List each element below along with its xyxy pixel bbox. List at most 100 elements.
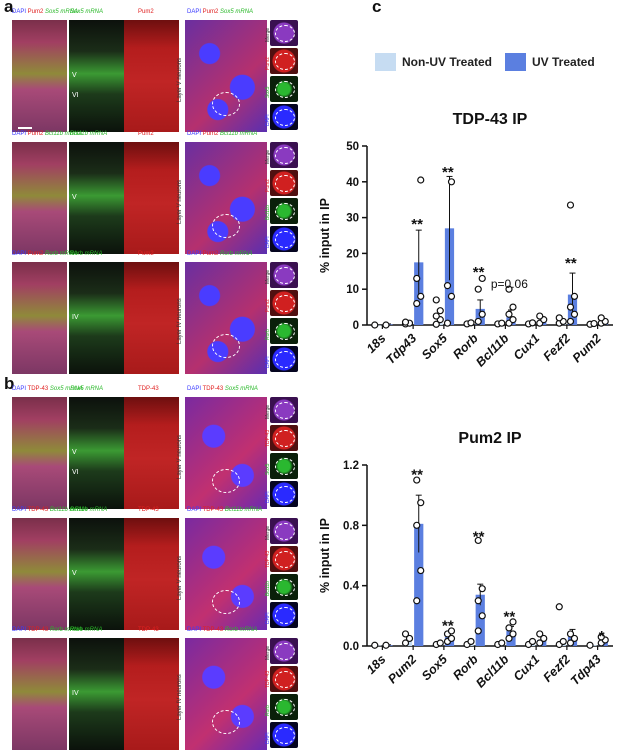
channel-label: Pum2 [265,298,271,312]
data-point-uv [509,316,517,324]
channel-label: DAPI [265,114,271,126]
data-point-uv [474,627,482,635]
micro-header-zoom: DAPI TDP-43 Bcl11b mRNA [187,507,262,513]
micro-header-protein: TDP-43 [138,507,159,513]
stain-label: DAPI [12,507,28,513]
channel-label: TDP-43 [265,429,271,447]
channel-label: Rorb [265,329,271,340]
significance-annotation: p=0.06 [491,277,528,291]
significance-annotation: ** [442,164,454,181]
x-tick-label: Cux1 [511,652,543,684]
stain-label: Bcl11b mRNA [224,507,263,513]
panel-letter-b: b [4,374,15,393]
tile-circle [275,147,295,164]
significance-annotation: ** [473,528,485,545]
data-point-uv [447,292,456,300]
data-point-uv [570,292,579,300]
tile-circle [275,486,295,503]
stain-label: Rorb mRNA [45,251,78,257]
channel-label: Rorb [265,705,271,716]
data-point-uv [597,314,605,322]
channel-label: Merge [265,525,271,540]
micro-header-mrna: Bcl11b mRNA [70,507,108,513]
micro-header-zoom: DAPI TDP-43 Sox5 mRNA [187,386,258,392]
stain-label: TDP-43 [202,627,225,633]
data-point-uv [597,633,605,641]
mrna-image [69,518,124,630]
channel-label: DAPI [265,612,271,624]
data-point-nonuv [528,319,537,327]
stain-label: Bcl11b mRNA [45,131,83,137]
data-point-uv [474,536,482,545]
merge-image [12,262,67,374]
mrna-image [69,20,124,132]
chart-title: TDP-43 IP [453,111,528,128]
x-tick-label: Bcl11b [473,652,511,690]
data-point-uv [447,634,456,643]
channel-label: DAPI [265,356,271,368]
merge-image [12,20,67,132]
x-tick-label: Pum2 [385,652,419,686]
y-tick-label: 10 [346,284,359,296]
stain-label: Sox5 mRNA [220,9,254,15]
legend-label-nonuv: Non-UV Treated [402,55,493,69]
data-point-nonuv [590,319,598,328]
micro-header-merge: DAPI Pum2 Rorb mRNA [12,251,77,257]
data-point-uv [478,310,486,318]
data-point-nonuv [401,630,410,638]
tile-circle [275,402,295,419]
stain-label: DAPI [187,131,203,137]
data-point-nonuv [371,321,379,329]
protein-image [124,20,179,132]
tile-circle [275,109,295,126]
data-point-uv [382,641,390,649]
merge-image [12,397,67,509]
data-point-nonuv [371,641,379,649]
micro-header-zoom: DAPI TDP-43 Rorb mRNA [187,627,257,633]
cortical-layer-label: VI [72,92,79,99]
data-point-nonuv [467,637,475,646]
data-point-uv [566,317,575,326]
data-point-uv [570,634,579,643]
micro-header-protein: TDP-43 [138,627,159,633]
tile-circle [275,671,295,688]
stain-label: DAPI [187,251,203,257]
legend: Non-UV Treated UV Treated [375,53,605,73]
data-point-uv [570,310,579,318]
stain-label: Bcl11b mRNA [220,131,258,137]
tile-circle [275,579,295,596]
stain-label: DAPI [187,627,203,633]
data-point-uv [413,476,421,484]
panel-letter-a: a [4,0,14,16]
protein-image [124,142,179,254]
stain-label: Pum2 [27,251,46,257]
micro-header-protein: Pum2 [138,251,154,257]
tile-circle [275,430,295,447]
legend-swatch-uv [505,53,526,71]
micro-header-mrna: Rorb mRNA [70,627,103,633]
mrna-image [69,262,124,374]
channel-label: TDP-43 [265,550,271,568]
cortical-layer-label: V [72,72,77,79]
tile-circle [275,458,295,475]
tile-circle [275,699,295,716]
cell-highlight-circle [212,469,240,493]
x-tick-label: 18s [364,331,389,356]
data-point-uv [478,274,486,283]
data-point-uv [566,201,575,209]
bar-uv-pum2 [414,523,424,646]
neuron-layer-label: Layer IV neurons [177,674,183,720]
significance-annotation: ** [411,467,423,484]
mrna-image [69,142,124,254]
y-tick-label: 0.4 [343,581,360,593]
stain-label: Rorb mRNA [49,627,83,633]
data-point-uv [505,310,513,318]
channel-label: Merge [265,269,271,284]
stain-label: DAPI [12,627,28,633]
data-point-uv [505,285,513,293]
y-tick-label: 0.0 [343,641,359,653]
tile-circle [275,351,295,368]
micro-header-merge: DAPI Pum2 Sox5 mRNA [12,9,78,15]
protein-image [124,262,179,374]
micro-header-zoom: DAPI Pum2 Sox5 mRNA [187,9,253,15]
